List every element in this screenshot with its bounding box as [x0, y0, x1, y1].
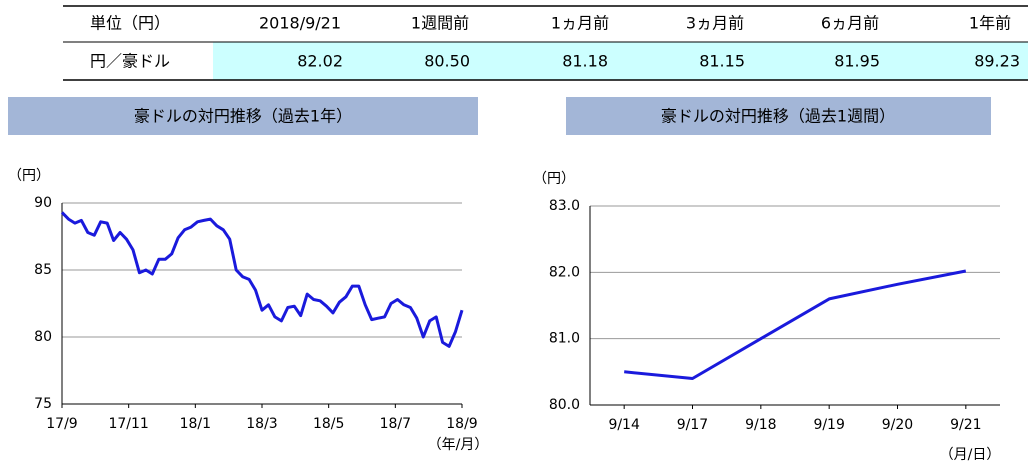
table-highlight	[213, 42, 1028, 80]
y-tick-label: 80	[34, 329, 52, 345]
x-tick-label: 18/9	[446, 416, 477, 432]
y-tick-label: 81.0	[549, 331, 580, 347]
y-tick-label: 85	[34, 262, 52, 278]
chart-title: 豪ドルの対円推移（過去1年）	[134, 107, 352, 126]
x-tick-label: 9/20	[882, 417, 913, 433]
y-axis-label: （円）	[8, 168, 50, 184]
x-tick-label: 9/21	[950, 417, 981, 433]
y-tick-label: 80.0	[549, 397, 580, 413]
x-tick-label: 18/1	[180, 416, 211, 432]
x-axis-label: （月/日）	[940, 447, 1001, 463]
chart-title: 豪ドルの対円推移（過去1週間）	[661, 107, 895, 126]
x-tick-label: 9/19	[813, 417, 844, 433]
x-tick-label: 18/7	[380, 416, 411, 432]
y-tick-label: 83.0	[549, 198, 580, 214]
table-cell: 81.15	[699, 52, 745, 71]
x-tick-label: 17/11	[108, 416, 148, 432]
x-tick-label: 18/3	[246, 416, 277, 432]
line-series	[60, 211, 464, 348]
table-header: 3ヵ月前	[686, 14, 744, 33]
panel-title-bar	[566, 97, 991, 135]
table-header: 1ヵ月前	[551, 14, 609, 33]
table-header: 2018/9/21	[259, 14, 341, 33]
table-cell: 82.02	[297, 52, 343, 71]
table-cell: 80.50	[424, 52, 470, 71]
table-header: 1週間前	[411, 14, 469, 33]
y-tick-label: 82.0	[549, 264, 580, 280]
panel-title-bar	[8, 97, 478, 135]
line-series	[624, 269, 967, 380]
x-tick-label: 18/5	[313, 416, 344, 432]
x-tick-label: 9/18	[745, 417, 776, 433]
table-cell: 81.18	[562, 52, 608, 71]
table-header: 1年前	[969, 14, 1011, 33]
y-axis-label: （円）	[533, 171, 575, 187]
x-tick-label: 9/14	[608, 417, 640, 433]
table-cell: 81.95	[834, 52, 880, 71]
y-tick-label: 90	[34, 195, 52, 211]
table-cell: 89.23	[974, 52, 1020, 71]
row-label: 円／豪ドル	[90, 52, 170, 71]
table-header: 6ヵ月前	[821, 14, 879, 33]
x-tick-label: 9/17	[677, 417, 708, 433]
y-tick-label: 75	[34, 396, 52, 412]
x-tick-label: 17/9	[46, 416, 77, 432]
x-axis-label: （年/月）	[428, 437, 489, 453]
table-header: 単位（円）	[90, 14, 170, 33]
